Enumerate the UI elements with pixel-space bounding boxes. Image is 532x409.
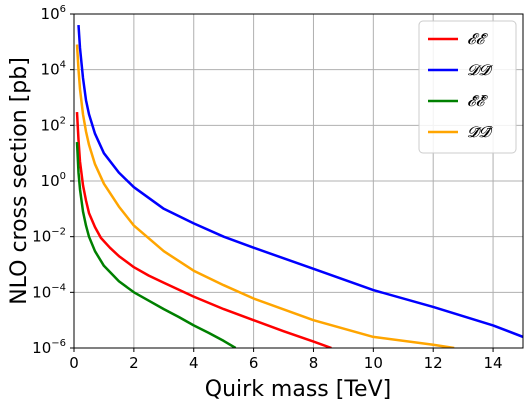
y-tick-exponent: −6 [51, 338, 66, 349]
y-tick-label: 10−2 [32, 227, 66, 246]
y-tick-exponent: −2 [51, 227, 66, 238]
y-tick-base: 10 [41, 116, 60, 134]
y-tick-label: 106 [41, 4, 66, 23]
y-tick-base: 10 [32, 228, 51, 246]
y-tick-exponent: 2 [60, 115, 66, 126]
x-tick-label: 0 [69, 354, 79, 372]
y-tick-exponent: 0 [60, 171, 66, 182]
x-tick-label: 10 [364, 354, 383, 372]
legend-label-2: 𝓔̃𝓔̃̄ [467, 92, 489, 110]
y-tick-base: 10 [41, 5, 60, 23]
y-tick-label: 10−4 [32, 282, 66, 301]
y-tick-base: 10 [41, 61, 60, 79]
y-tick-exponent: 6 [60, 4, 66, 15]
y-tick-label: 10−6 [32, 338, 66, 357]
x-tick-label: 2 [129, 354, 139, 372]
x-axis-title: Quirk mass [TeV] [205, 377, 391, 402]
legend-label-0: 𝓔𝓔̄ [467, 30, 489, 48]
y-tick-exponent: 4 [60, 60, 66, 71]
y-tick-label: 100 [41, 171, 66, 190]
y-tick-base: 10 [32, 339, 51, 357]
x-tick-label: 6 [249, 354, 259, 372]
y-tick-base: 10 [32, 283, 51, 301]
x-tick-label: 14 [484, 354, 503, 372]
series-lines [75, 25, 523, 348]
legend-label-3: 𝓓̃𝓓̃̄ [467, 123, 494, 141]
x-tick-label: 4 [189, 354, 199, 372]
series-line-2 [75, 142, 237, 348]
series-line-1 [77, 25, 523, 339]
y-tick-exponent: −4 [51, 282, 66, 293]
series-line-0 [75, 112, 332, 348]
legend-box [418, 20, 517, 154]
legend-label-1: 𝓓𝓓̄ [467, 61, 494, 79]
y-axis-title: NLO cross section [pb] [7, 57, 32, 305]
y-tick-label: 104 [41, 60, 66, 79]
x-tick-label: 12 [424, 354, 443, 372]
legend: 𝓔𝓔̄ 𝓓𝓓̄ 𝓔̃𝓔̃̄ 𝓓̃𝓓̃̄ [418, 20, 517, 154]
y-tick-label: 102 [41, 115, 66, 134]
series-line-3 [75, 44, 455, 348]
x-tick-label: 8 [309, 354, 319, 372]
y-tick-base: 10 [41, 172, 60, 190]
